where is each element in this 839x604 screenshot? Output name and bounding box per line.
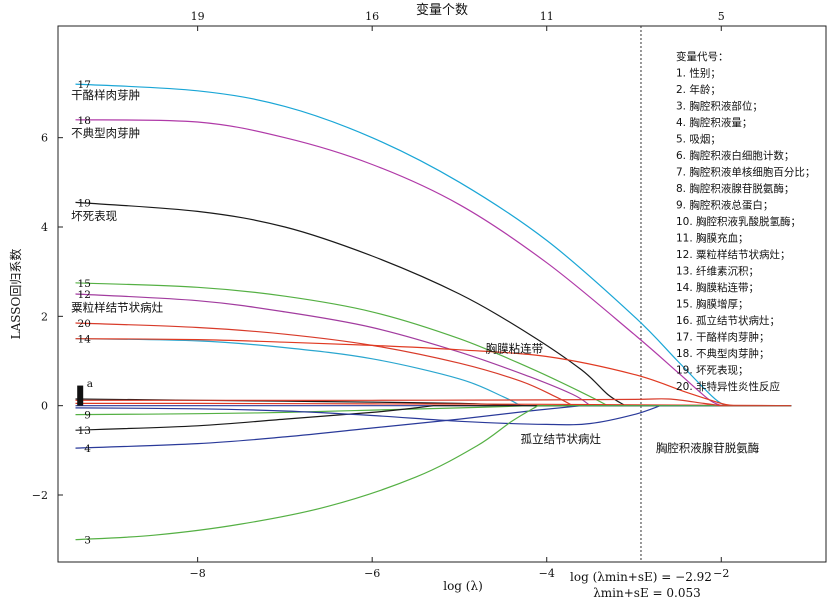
legend-item: 1. 性别； (676, 67, 721, 80)
curve-number-4: 4 (84, 443, 91, 455)
vline-label-log: log (λmin+sE) = −2.92 (570, 570, 712, 584)
legend-item: 19. 坏死表现； (676, 364, 749, 377)
coef-path-15 (75, 282, 792, 407)
legend-item: 4. 胸腔积液量； (676, 116, 752, 129)
curve-label: 胸膜粘连带 (486, 341, 544, 355)
curve-number-13: 13 (78, 425, 91, 437)
vline-label-lambda: λmin+sE = 0.053 (593, 586, 701, 600)
legend-item: 7. 胸腔积液单核细胞百分比； (676, 166, 815, 179)
legend-item: 13. 纤维素沉积； (676, 265, 759, 278)
y-axis-title: LASSO回归系数 (8, 249, 23, 340)
small-label-a: a (87, 378, 93, 390)
legend-item: 3. 胸腔积液部位； (676, 100, 763, 113)
curve-label: 粟粒样结节状病灶 (71, 300, 163, 314)
curve-label: 孤立结节状病灶 (521, 432, 602, 446)
top-tick-label: 5 (718, 10, 725, 23)
legend-item: 12. 粟粒样结节状病灶； (676, 248, 791, 261)
legend-item: 2. 年龄； (676, 83, 721, 96)
coef-path-19 (75, 201, 792, 407)
x-axis-title: log (λ) (443, 579, 483, 593)
top-axis-title: 变量个数 (416, 2, 468, 18)
legend-item: 11. 胸膜充血； (676, 232, 749, 245)
coef-path-9 (75, 405, 792, 416)
curve-number-19: 19 (78, 197, 91, 209)
legend-item: 6. 胸腔积液白细胞计数； (676, 149, 794, 162)
coef-path-18 (75, 119, 792, 407)
x-tick-label: −6 (364, 567, 380, 580)
plot-frame (57, 25, 827, 563)
y-tick-label: −2 (32, 489, 48, 502)
top-tick-label: 19 (191, 10, 205, 23)
legend-title: 变量代号： (676, 50, 729, 63)
curve-number-14: 14 (78, 334, 92, 346)
coef-path-14 (75, 338, 792, 407)
curve-number-20: 20 (78, 318, 91, 330)
curve-label: 坏死表现 (71, 209, 117, 223)
small-coef-marker (77, 385, 84, 406)
variable-legend: 变量代号： 1. 性别； 2. 年龄； 3. 胸腔积液部位； 4. 胸腔积液量； 5. 吸… (676, 50, 815, 393)
coefficient-paths (75, 83, 792, 541)
top-tick-label: 11 (540, 10, 554, 23)
legend-item: 18. 不典型肉芽肿； (676, 347, 770, 360)
x-tick-label: −4 (539, 567, 555, 580)
legend-item: 17. 干酪样肉芽肿； (676, 331, 770, 344)
legend-item: 20. 非特异性炎性反应 (676, 380, 781, 393)
curve-label: 胸腔积液腺苷脱氨酶 (656, 441, 760, 455)
legend-item: 5. 吸烟； (676, 133, 721, 146)
legend-item: 9. 胸腔积液总蛋白； (676, 199, 773, 212)
legend-item: 16. 孤立结节状病灶； (676, 314, 780, 327)
curve-number-3: 3 (84, 535, 91, 547)
curve-number-15: 15 (78, 278, 91, 290)
x-tick-label: −2 (713, 567, 729, 580)
legend-item: 15. 胸膜增厚； (676, 298, 749, 311)
y-tick-label: 2 (41, 310, 48, 323)
curve-number-9: 9 (84, 410, 91, 422)
coef-path-孤立结节状病灶 (75, 405, 792, 426)
plot-axes: −8 −6 −4 −2 19 16 11 5 −2 0 2 4 6 (32, 10, 827, 580)
coef-path-20 (75, 322, 792, 407)
coef-path-胸膜粘连带 (75, 338, 792, 407)
coef-path-17 (75, 83, 792, 407)
top-tick-label: 16 (365, 10, 379, 23)
curve-label: 干酪样肉芽肿 (71, 88, 140, 102)
curve-number-18: 18 (78, 115, 91, 127)
coef-path-胸腔积液腺苷脱氨酶 (75, 398, 792, 407)
coef-path-13 (75, 405, 792, 431)
coef-path-12 (75, 293, 792, 407)
y-tick-label: 0 (41, 400, 48, 413)
curve-number-17: 17 (78, 79, 91, 91)
legend-item: 10. 胸腔积液乳酸脱氢酶； (676, 215, 801, 228)
legend-item: 14. 胸膜粘连带； (676, 281, 759, 294)
legend-item: 8. 胸腔积液腺苷脱氨酶； (676, 182, 794, 195)
x-tick-label: −8 (190, 567, 206, 580)
curve-number-12: 12 (78, 289, 91, 301)
y-tick-label: 6 (41, 132, 48, 145)
coef-path-a2 (75, 402, 792, 407)
curve-label: 不典型肉芽肿 (71, 126, 140, 140)
y-tick-label: 4 (41, 221, 48, 234)
coef-path-3 (75, 405, 792, 541)
